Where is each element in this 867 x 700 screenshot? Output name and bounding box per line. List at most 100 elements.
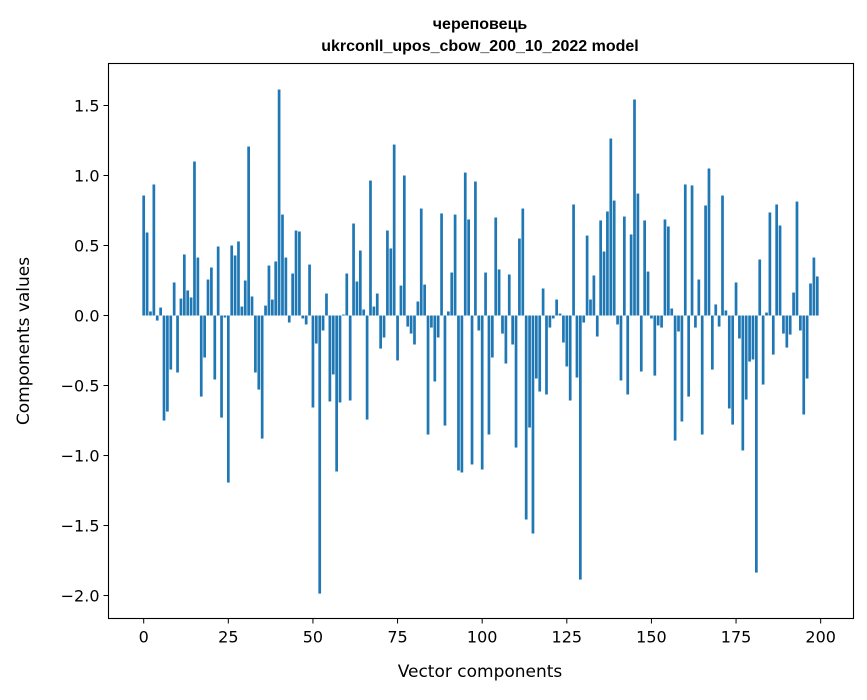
bar-component-56 (331, 315, 335, 375)
bar-component-138 (609, 138, 613, 316)
bar-component-15 (193, 161, 196, 316)
bar-component-30 (243, 280, 247, 316)
bar-component-81 (416, 301, 420, 316)
bar-component-79 (409, 315, 413, 334)
bar-component-162 (690, 185, 694, 316)
bar-component-186 (771, 315, 775, 355)
bar-component-83 (423, 284, 426, 316)
chart-title: череповець (433, 16, 528, 33)
bar-component-112 (521, 208, 525, 316)
bar-component-125 (565, 315, 569, 367)
x-axis-ticks: 0 25 50 75 100 125 150 175 200 (139, 618, 836, 647)
bar-component-37 (267, 265, 271, 316)
bar-component-157 (673, 315, 677, 441)
bar-component-82 (419, 208, 423, 316)
x-tick-label: 0 (139, 628, 149, 647)
bar-component-98 (474, 181, 477, 316)
bar-component-175 (734, 282, 738, 316)
bar-component-65 (362, 309, 366, 316)
bar-component-26 (230, 245, 234, 316)
x-axis-label: Vector components (398, 662, 563, 682)
bar-component-182 (758, 259, 762, 316)
bar-component-171 (721, 195, 724, 316)
bar-component-13 (186, 290, 190, 316)
bar-component-0 (142, 195, 146, 316)
bar-component-64 (358, 250, 362, 316)
y-tick-label: −1.0 (61, 447, 100, 466)
bar-component-86 (433, 315, 437, 382)
bar-component-191 (788, 315, 792, 335)
bar-component-144 (629, 234, 633, 316)
bar-component-4 (155, 315, 159, 321)
bar-component-48 (304, 315, 308, 325)
bar-component-77 (402, 175, 406, 316)
bar-component-137 (606, 211, 609, 316)
bar-component-127 (572, 204, 575, 316)
bar-component-20 (210, 267, 213, 316)
x-tick-label: 50 (303, 628, 323, 647)
bar-component-188 (778, 225, 782, 316)
bar-component-25 (226, 315, 230, 483)
bar-component-160 (683, 184, 687, 316)
bar-component-92 (453, 214, 457, 316)
x-tick-label: 100 (467, 628, 498, 647)
bar-component-106 (501, 315, 504, 334)
bar-component-6 (162, 315, 166, 421)
bar-component-165 (700, 315, 704, 435)
bar-component-94 (460, 315, 464, 473)
bar-component-174 (731, 315, 735, 425)
bar-component-1 (145, 232, 149, 316)
bar-component-126 (568, 315, 572, 401)
bar-component-89 (443, 315, 447, 426)
bar-component-198 (812, 257, 816, 316)
bar-component-28 (237, 241, 240, 316)
x-tick-label: 175 (721, 628, 752, 647)
bar-component-50 (311, 315, 315, 408)
bar-component-87 (436, 315, 440, 338)
bar-component-41 (281, 214, 284, 316)
y-tick-label: 0.0 (74, 307, 99, 326)
bar-component-104 (494, 217, 498, 316)
y-tick-label: −2.0 (61, 587, 100, 606)
bar-component-75 (396, 315, 399, 361)
bar-component-118 (541, 288, 545, 316)
bar-component-114 (528, 315, 531, 428)
bar-component-105 (497, 269, 501, 316)
bar-component-11 (179, 298, 183, 316)
bar-component-142 (622, 216, 626, 316)
bar-component-73 (389, 248, 393, 316)
y-tick-label: 1.0 (74, 167, 99, 186)
bar-component-154 (663, 219, 667, 316)
bar-component-170 (717, 315, 721, 327)
bar-component-108 (507, 274, 511, 316)
bar-component-164 (697, 279, 701, 316)
bar-component-7 (166, 315, 169, 412)
x-tick-label: 75 (387, 628, 407, 647)
bar-component-133 (592, 275, 596, 316)
bar-component-123 (558, 313, 562, 316)
bar-component-23 (220, 315, 223, 418)
bar-component-16 (196, 257, 200, 316)
chart-subtitle: ukrconll_upos_cbow_200_10_2022 model (321, 38, 638, 55)
bar-component-44 (291, 273, 294, 316)
y-axis-label: Components values (14, 257, 34, 425)
bar-component-78 (406, 315, 410, 327)
bar-component-52 (318, 315, 322, 594)
y-tick-label: −1.5 (61, 517, 100, 536)
bar-component-131 (585, 235, 589, 316)
bar-component-34 (257, 315, 261, 390)
bar-component-2 (149, 311, 152, 316)
bar-component-90 (446, 311, 450, 316)
y-tick-label: 0.5 (74, 237, 99, 256)
bar-component-129 (578, 315, 582, 580)
bar-component-14 (189, 297, 193, 316)
bar-component-194 (799, 315, 802, 331)
bar-component-107 (504, 315, 508, 364)
bar-component-43 (287, 315, 291, 323)
bar-component-124 (562, 315, 565, 343)
x-tick-label: 200 (805, 628, 836, 647)
bar-component-181 (755, 315, 758, 573)
bar-component-71 (382, 315, 386, 338)
bar-component-70 (379, 315, 382, 349)
